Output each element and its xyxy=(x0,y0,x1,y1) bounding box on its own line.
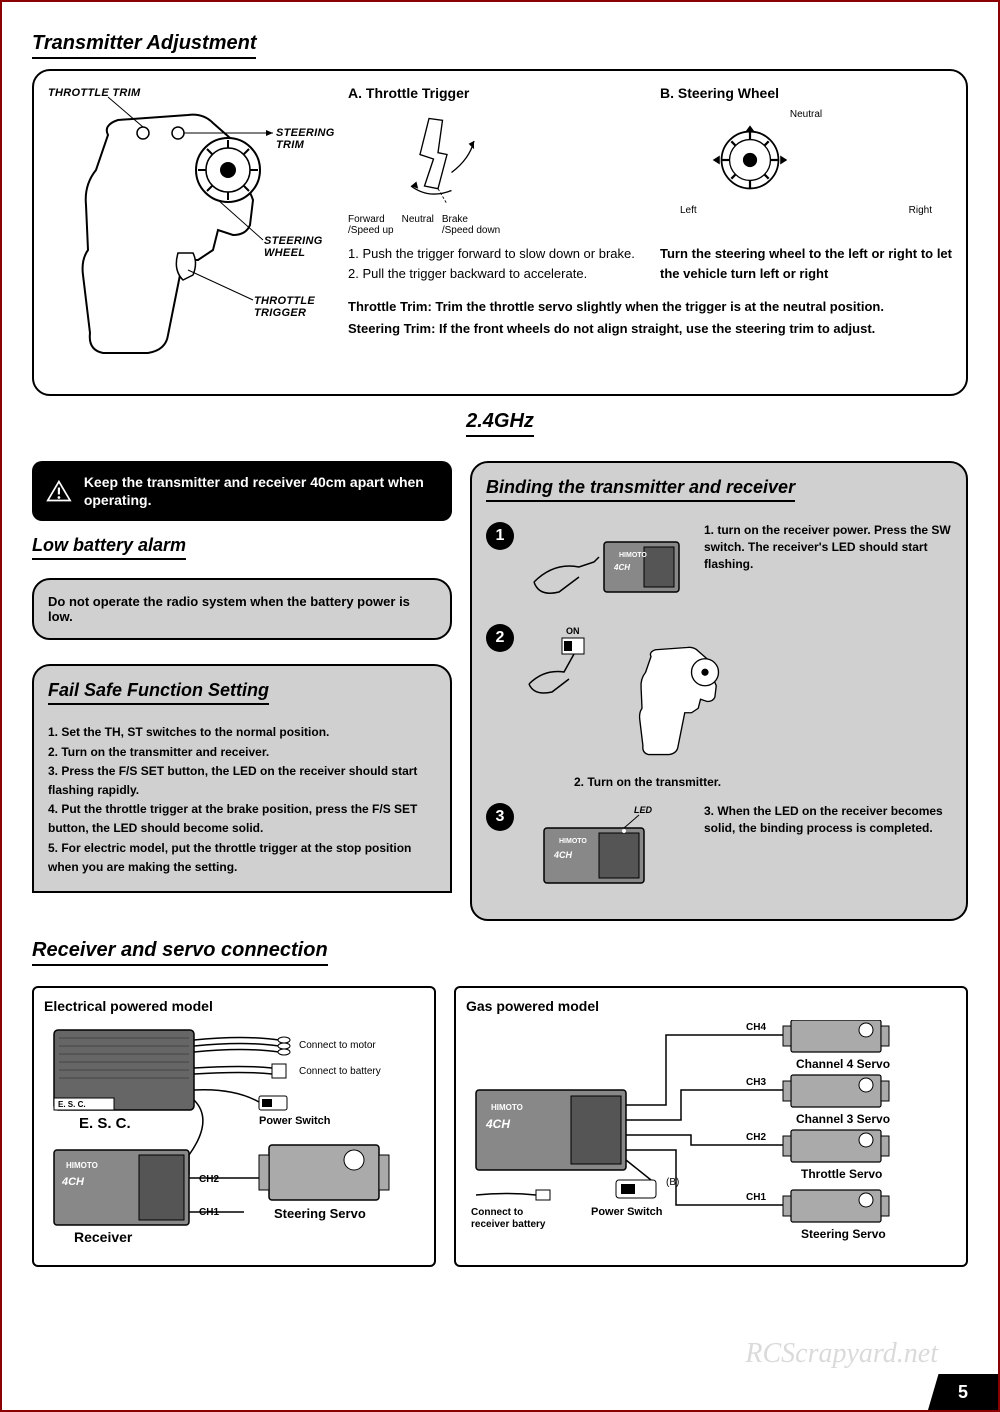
step-2-number: 2 xyxy=(486,624,514,652)
svg-text:Connect to battery: Connect to battery xyxy=(299,1066,381,1077)
step-3-number: 3 xyxy=(486,803,514,831)
svg-text:Connect to: Connect to xyxy=(471,1207,523,1218)
electrical-title: Electrical powered model xyxy=(44,998,424,1014)
transmitter-title: Transmitter Adjustment xyxy=(32,32,256,59)
binding-step1-text: 1. turn on the receiver power. Press the… xyxy=(704,522,952,572)
fail-item-5: 5. For electric model, put the throttle … xyxy=(48,839,436,877)
svg-text:ON: ON xyxy=(566,626,580,636)
trigger-neutral: Neutral xyxy=(402,214,434,236)
svg-text:CH3: CH3 xyxy=(746,1077,766,1088)
svg-text:4CH: 4CH xyxy=(485,1117,510,1131)
trigger-forward: Forward /Speed up xyxy=(348,214,394,236)
binding-step2-text: 2. Turn on the transmitter. xyxy=(574,774,952,791)
fail-item-3: 3. Press the F/S SET button, the LED on … xyxy=(48,762,436,800)
electrical-box: Electrical powered model E. S. C. E. S. … xyxy=(32,986,436,1267)
svg-text:Channel 4 Servo: Channel 4 Servo xyxy=(796,1057,890,1071)
svg-text:4CH: 4CH xyxy=(613,563,630,572)
section-receiver-conn: Receiver and servo connection Electrical… xyxy=(32,939,968,1267)
svg-text:HIMOTO: HIMOTO xyxy=(619,552,647,559)
trim-throttle: Throttle Trim: Trim the throttle servo s… xyxy=(348,297,952,317)
binding-step3-text: 3. When the LED on the receiver becomes … xyxy=(704,803,952,837)
throttle-title: A. Throttle Trigger xyxy=(348,85,640,101)
label-steering-wheel: STEERING WHEEL xyxy=(264,235,338,259)
warning-icon xyxy=(46,478,72,504)
trim-steering: Steering Trim: If the front wheels do no… xyxy=(348,319,952,339)
wheel-left: Left xyxy=(680,205,697,216)
transmitter-right: A. Throttle Trigger Forward /Speed up Ne… xyxy=(348,85,952,380)
wheel-col: B. Steering Wheel Neutral xyxy=(660,85,952,236)
svg-text:HIMOTO: HIMOTO xyxy=(559,838,587,845)
transmitter-diagram: THROTTLE TRIM STEERING TRIM STEERING WHE… xyxy=(48,85,338,380)
transmitter-box: THROTTLE TRIM STEERING TRIM STEERING WHE… xyxy=(32,69,968,396)
label-steering-trim: STEERING TRIM xyxy=(276,127,338,151)
wheel-right: Right xyxy=(909,205,932,216)
section-transmitter: Transmitter Adjustment xyxy=(32,32,968,396)
svg-text:(B): (B) xyxy=(666,1177,679,1188)
binding-title: Binding the transmitter and receiver xyxy=(486,477,795,502)
trigger-instr2: 2. Pull the trigger backward to accelera… xyxy=(348,264,640,284)
svg-text:E. S. C.: E. S. C. xyxy=(58,1100,86,1109)
svg-text:4CH: 4CH xyxy=(553,850,573,860)
wheel-title: B. Steering Wheel xyxy=(660,85,952,101)
svg-text:Receiver: Receiver xyxy=(74,1229,133,1245)
binding-step2-illus: ON xyxy=(524,624,724,774)
svg-text:LED: LED xyxy=(634,805,653,815)
trigger-instructions: 1. Push the trigger forward to slow down… xyxy=(348,244,640,283)
svg-text:receiver battery: receiver battery xyxy=(471,1219,546,1230)
binding-step1-illus: HIMOTO 4CH xyxy=(524,522,694,612)
svg-text:Connect to motor: Connect to motor xyxy=(299,1040,376,1051)
svg-text:Steering Servo: Steering Servo xyxy=(274,1206,366,1221)
binding-step3-illus: LED HIMOTO 4CH xyxy=(524,803,694,893)
label-throttle-trim: THROTTLE TRIM xyxy=(48,87,141,99)
fail-safe-list: 1. Set the TH, ST switches to the normal… xyxy=(48,723,436,877)
trigger-instr1: 1. Push the trigger forward to slow down… xyxy=(348,244,640,264)
wheel-neutral: Neutral xyxy=(660,109,952,120)
electrical-diagram: E. S. C. E. S. C. Connect to motor Conne… xyxy=(44,1020,424,1250)
gas-box: Gas powered model HIMOTO 4CH CH4 CH3 CH2… xyxy=(454,986,968,1267)
svg-text:CH2: CH2 xyxy=(746,1132,766,1143)
wheel-illustration xyxy=(660,120,840,200)
step-1-number: 1 xyxy=(486,522,514,550)
fail-safe-box: Fail Safe Function Setting 1. Set the TH… xyxy=(32,664,452,893)
svg-text:CH4: CH4 xyxy=(746,1022,766,1033)
svg-text:HIMOTO: HIMOTO xyxy=(491,1103,523,1112)
fail-safe-title: Fail Safe Function Setting xyxy=(48,680,269,705)
watermark: RCScrapyard.net xyxy=(745,1338,938,1370)
trigger-brake: Brake /Speed down xyxy=(442,214,500,236)
trigger-illustration xyxy=(348,109,528,209)
fail-item-2: 2. Turn on the transmitter and receiver. xyxy=(48,743,436,762)
svg-text:CH2: CH2 xyxy=(199,1174,219,1185)
binding-box: Binding the transmitter and receiver 1 H… xyxy=(470,461,968,921)
receiver-conn-title: Receiver and servo connection xyxy=(32,939,328,966)
freq-title: 2.4GHz xyxy=(466,410,534,437)
svg-text:Channel 3 Servo: Channel 3 Servo xyxy=(796,1112,890,1126)
low-battery-text: Do not operate the radio system when the… xyxy=(32,578,452,640)
low-battery-section: Low battery alarm Do not operate the rad… xyxy=(32,535,452,640)
svg-text:Throttle Servo: Throttle Servo xyxy=(801,1167,882,1181)
warning-box: Keep the transmitter and receiver 40cm a… xyxy=(32,461,452,521)
wheel-instr: Turn the steering wheel to the left or r… xyxy=(660,244,952,283)
gas-title: Gas powered model xyxy=(466,998,956,1014)
svg-text:CH1: CH1 xyxy=(746,1192,766,1203)
svg-text:Power Switch: Power Switch xyxy=(591,1206,663,1218)
warning-text: Keep the transmitter and receiver 40cm a… xyxy=(84,473,438,509)
throttle-col: A. Throttle Trigger Forward /Speed up Ne… xyxy=(348,85,640,236)
fail-item-4: 4. Put the throttle trigger at the brake… xyxy=(48,800,436,838)
svg-text:Steering Servo: Steering Servo xyxy=(801,1227,886,1241)
label-throttle-trigger: THROTTLE TRIGGER xyxy=(254,295,338,319)
svg-text:Power Switch: Power Switch xyxy=(259,1115,331,1127)
fail-item-1: 1. Set the TH, ST switches to the normal… xyxy=(48,723,436,742)
low-battery-title: Low battery alarm xyxy=(32,535,186,560)
svg-text:E. S. C.: E. S. C. xyxy=(79,1115,131,1132)
svg-text:4CH: 4CH xyxy=(61,1176,85,1188)
svg-text:HIMOTO: HIMOTO xyxy=(66,1161,98,1170)
page-number: 5 xyxy=(928,1374,998,1410)
gas-diagram: HIMOTO 4CH CH4 CH3 CH2 CH1 xyxy=(466,1020,956,1250)
